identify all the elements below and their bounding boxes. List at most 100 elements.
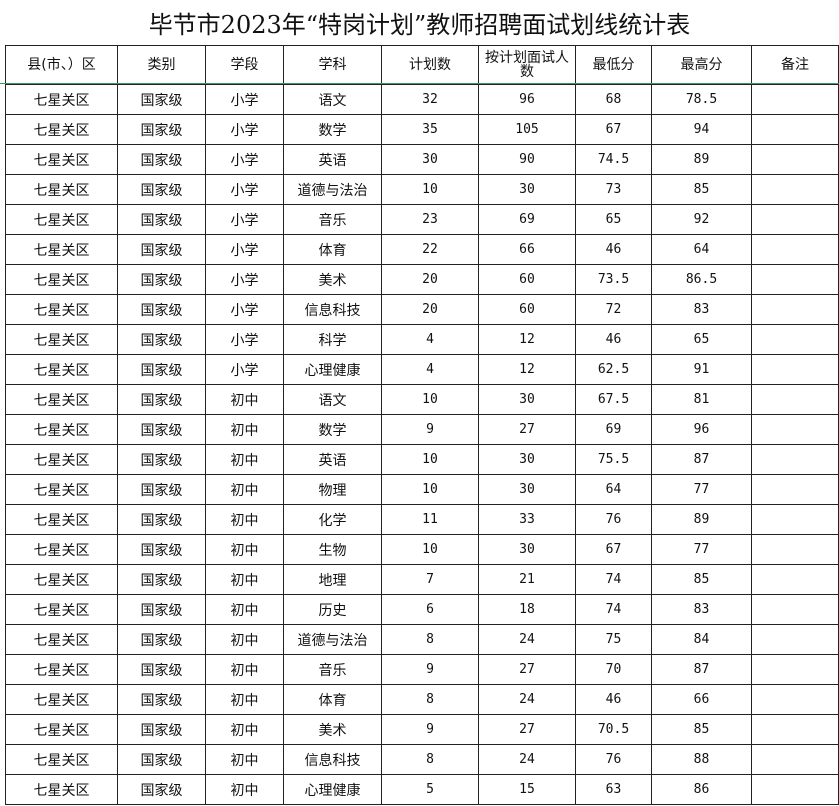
table-cell[interactable]: 七星关区 (5, 234, 118, 265)
table-cell[interactable] (751, 564, 839, 595)
table-cell[interactable]: 10 (381, 444, 479, 475)
table-cell[interactable]: 小学 (205, 324, 284, 355)
table-cell[interactable] (751, 474, 839, 505)
table-cell[interactable] (751, 324, 839, 355)
table-cell[interactable]: 68 (575, 84, 652, 115)
table-cell[interactable]: 83 (651, 594, 752, 625)
table-cell[interactable]: 初中 (205, 684, 284, 715)
table-cell[interactable]: 89 (651, 504, 752, 535)
table-cell[interactable]: 七星关区 (5, 354, 118, 385)
table-cell[interactable]: 6 (381, 594, 479, 625)
table-cell[interactable] (751, 444, 839, 475)
table-cell[interactable]: 12 (478, 354, 576, 385)
table-cell[interactable]: 七星关区 (5, 324, 118, 355)
table-cell[interactable] (751, 534, 839, 565)
table-cell[interactable]: 73 (575, 174, 652, 205)
table-cell[interactable] (751, 774, 839, 805)
table-cell[interactable]: 小学 (205, 174, 284, 205)
table-cell[interactable] (751, 594, 839, 625)
table-cell[interactable]: 67 (575, 534, 652, 565)
table-cell[interactable]: 65 (651, 324, 752, 355)
table-cell[interactable]: 83 (651, 294, 752, 325)
table-cell[interactable]: 96 (651, 414, 752, 445)
table-cell[interactable]: 七星关区 (5, 114, 118, 145)
table-cell[interactable]: 小学 (205, 234, 284, 265)
table-cell[interactable] (751, 654, 839, 685)
table-cell[interactable]: 62.5 (575, 354, 652, 385)
table-cell[interactable]: 初中 (205, 714, 284, 745)
table-cell[interactable]: 24 (478, 684, 576, 715)
table-cell[interactable]: 94 (651, 114, 752, 145)
table-cell[interactable]: 69 (478, 204, 576, 235)
table-cell[interactable]: 地理 (283, 564, 382, 595)
table-cell[interactable]: 初中 (205, 534, 284, 565)
table-cell[interactable]: 七星关区 (5, 84, 118, 115)
table-cell[interactable]: 30 (478, 384, 576, 415)
table-cell[interactable]: 74.5 (575, 144, 652, 175)
table-cell[interactable]: 23 (381, 204, 479, 235)
table-cell[interactable]: 15 (478, 774, 576, 805)
table-cell[interactable]: 75.5 (575, 444, 652, 475)
table-cell[interactable]: 30 (478, 474, 576, 505)
column-header[interactable]: 按计划面试人数 (478, 45, 576, 85)
table-cell[interactable]: 国家级 (117, 474, 206, 505)
column-header[interactable]: 学段 (205, 45, 284, 85)
table-cell[interactable] (751, 204, 839, 235)
table-cell[interactable] (751, 744, 839, 775)
table-cell[interactable]: 小学 (205, 144, 284, 175)
table-cell[interactable]: 初中 (205, 594, 284, 625)
table-cell[interactable]: 七星关区 (5, 504, 118, 535)
table-cell[interactable]: 国家级 (117, 204, 206, 235)
table-cell[interactable]: 国家级 (117, 354, 206, 385)
table-cell[interactable]: 85 (651, 564, 752, 595)
table-cell[interactable]: 七星关区 (5, 714, 118, 745)
table-cell[interactable]: 27 (478, 414, 576, 445)
table-cell[interactable]: 初中 (205, 414, 284, 445)
table-cell[interactable] (751, 624, 839, 655)
column-header[interactable]: 最低分 (575, 45, 652, 85)
table-cell[interactable]: 初中 (205, 384, 284, 415)
table-cell[interactable]: 12 (478, 324, 576, 355)
table-cell[interactable]: 音乐 (283, 654, 382, 685)
table-cell[interactable]: 国家级 (117, 324, 206, 355)
table-cell[interactable]: 七星关区 (5, 144, 118, 175)
table-cell[interactable]: 七星关区 (5, 204, 118, 235)
table-cell[interactable]: 66 (651, 684, 752, 715)
table-cell[interactable]: 小学 (205, 264, 284, 295)
table-cell[interactable]: 84 (651, 624, 752, 655)
table-cell[interactable]: 72 (575, 294, 652, 325)
table-cell[interactable] (751, 414, 839, 445)
table-cell[interactable]: 70.5 (575, 714, 652, 745)
table-cell[interactable]: 七星关区 (5, 564, 118, 595)
table-cell[interactable]: 75 (575, 624, 652, 655)
table-cell[interactable]: 国家级 (117, 564, 206, 595)
table-cell[interactable]: 语文 (283, 84, 382, 115)
column-header[interactable]: 类别 (117, 45, 206, 85)
table-cell[interactable]: 4 (381, 324, 479, 355)
table-cell[interactable]: 67.5 (575, 384, 652, 415)
table-cell[interactable]: 道德与法治 (283, 624, 382, 655)
table-cell[interactable]: 信息科技 (283, 744, 382, 775)
table-cell[interactable]: 初中 (205, 564, 284, 595)
table-cell[interactable]: 9 (381, 654, 479, 685)
table-cell[interactable]: 27 (478, 654, 576, 685)
column-header[interactable]: 学科 (283, 45, 382, 85)
table-cell[interactable]: 5 (381, 774, 479, 805)
table-cell[interactable]: 20 (381, 294, 479, 325)
table-cell[interactable]: 85 (651, 714, 752, 745)
table-cell[interactable] (751, 174, 839, 205)
table-cell[interactable]: 65 (575, 204, 652, 235)
table-cell[interactable]: 小学 (205, 204, 284, 235)
table-cell[interactable]: 81 (651, 384, 752, 415)
table-cell[interactable]: 体育 (283, 234, 382, 265)
table-cell[interactable]: 9 (381, 414, 479, 445)
table-cell[interactable]: 10 (381, 534, 479, 565)
table-cell[interactable]: 63 (575, 774, 652, 805)
table-cell[interactable]: 初中 (205, 474, 284, 505)
table-cell[interactable]: 心理健康 (283, 774, 382, 805)
table-cell[interactable]: 七星关区 (5, 744, 118, 775)
table-cell[interactable]: 46 (575, 234, 652, 265)
table-cell[interactable]: 初中 (205, 774, 284, 805)
table-cell[interactable]: 8 (381, 624, 479, 655)
table-cell[interactable]: 国家级 (117, 294, 206, 325)
